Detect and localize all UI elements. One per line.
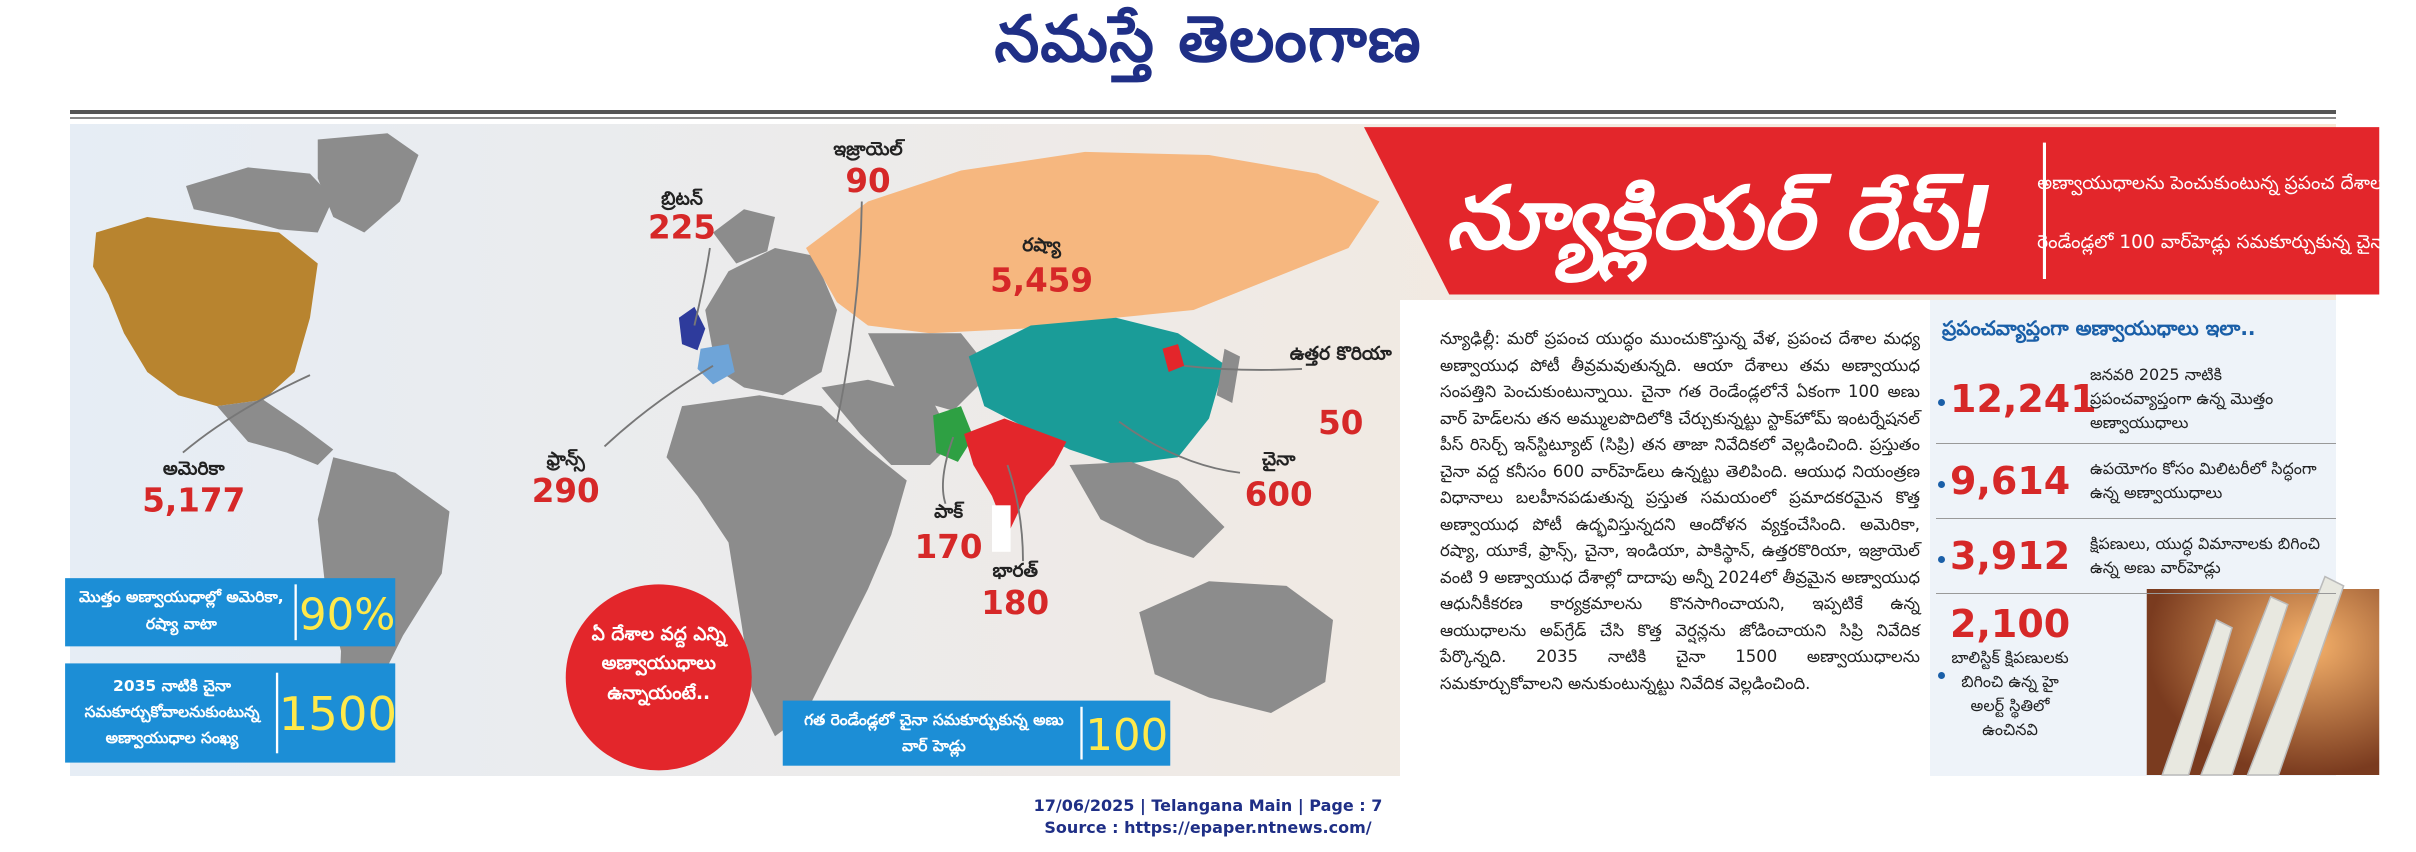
pakistan: [933, 406, 974, 462]
country-name: పాక్: [934, 502, 964, 523]
britain: [678, 306, 706, 351]
country-name: చైనా: [1262, 449, 1296, 472]
north-korea: [1162, 344, 1185, 372]
box-figure: 100: [1085, 711, 1168, 761]
missile: [2199, 595, 2289, 776]
stat-item: 3,912 క్షిపణులు, యుద్ధ విమానాలకు బిగించి …: [1936, 519, 2336, 594]
box-text: 2035 నాటికి చైనా సమకూర్చుకోవాలనుకుంటున్న…: [84, 676, 260, 748]
article-body: న్యూఢిల్లీ: మరో ప్రపంచ యుద్ధం ముంచుకొస్త…: [1440, 329, 1920, 693]
box-text-frame: మొత్తం అణ్వాయుధాల్లో అమెరికా, రష్యా వాటా: [78, 588, 284, 633]
country-name: బ్రిటన్: [660, 189, 702, 211]
country-name: ఇజ్రాయెల్: [833, 139, 905, 161]
arrows: [182, 201, 1303, 562]
warhead-count: 225: [648, 209, 716, 247]
france: [697, 344, 735, 385]
info-box: [65, 578, 396, 647]
arrow: [1006, 464, 1024, 562]
usa: [93, 217, 318, 407]
central-asia: [868, 333, 992, 411]
stat-text: ఉపయోగం కోసం మిలిటరీలో సిద్ధంగా ఉన్న అణ్వ…: [2090, 459, 2317, 502]
china: [968, 317, 1225, 465]
arrow: [941, 436, 955, 505]
stat-text: క్షిపణులు, యుద్ధ విమానాలకు బిగించి ఉన్న …: [2090, 534, 2320, 577]
warhead-count: 600: [1245, 475, 1313, 513]
africa: [666, 395, 907, 737]
box-text: మొత్తం అణ్వాయుధాల్లో అమెరికా, రష్యా వాటా: [78, 588, 284, 633]
stat-text: జనవరి 2025 నాటికి ప్రపంచవ్యాప్తంగా ఉన్న …: [2090, 365, 2274, 432]
india: [964, 418, 1067, 535]
sidebar: ప్రపంచవ్యాప్తంగా అణ్వాయుధాలు ఇలా.. 12,24…: [1936, 312, 2336, 750]
divider: [294, 584, 297, 641]
scandinavia: [713, 209, 775, 264]
info-box: [65, 663, 396, 763]
stat-figure: 12,241: [1950, 377, 2097, 421]
arrow: [1184, 364, 1303, 371]
box-text: గత రెండేండ్లలో చైనా సమకూర్చుకున్న అణు వా…: [804, 710, 1064, 756]
stat-item: 12,241 జనవరి 2025 నాటికి ప్రపంచవ్యాప్తంగా…: [1936, 355, 2336, 444]
sidebar-list: 12,241 జనవరి 2025 నాటికి ప్రపంచవ్యాప్తంగా…: [1936, 355, 2336, 750]
arrow: [1118, 420, 1241, 474]
central-america: [217, 399, 334, 465]
world-map: [65, 127, 2380, 776]
footer-date: 17/06/2025 | Telangana Main | Page : 7: [1033, 796, 1383, 815]
box-figure: 1500: [279, 687, 397, 741]
stat-figure: 9,614: [1950, 459, 2071, 503]
callout-circle: [565, 584, 752, 771]
stat-figure: 3,912: [1950, 534, 2071, 578]
missiles: [2161, 575, 2345, 776]
stat-item: 9,614 ఉపయోగం కోసం మిలిటరీలో సిద్ధంగా ఉన్న…: [1936, 444, 2336, 519]
japan: [1216, 348, 1240, 403]
country-name: ఫ్రాన్స్: [546, 449, 585, 472]
southeast-asia: [1069, 461, 1225, 558]
box-text-frame: 2035 నాటికి చైనా సమకూర్చుకోవాలనుకుంటున్న…: [84, 676, 260, 748]
circle-text-frame: ఏ దేశాల వద్ద ఎన్ని అణ్వాయుధాలు ఉన్నాయంటే…: [591, 624, 726, 704]
arrow: [182, 374, 311, 454]
warhead-count: 5,177: [142, 482, 245, 520]
warhead-count: 50: [1318, 404, 1363, 442]
warhead-count: 290: [532, 472, 600, 510]
rule: [70, 110, 2336, 114]
arrow: [693, 247, 711, 326]
stat-text: బాలిస్టిక్ క్షిపణులకు బిగించి ఉన్న హై అల…: [1951, 648, 2069, 739]
arrow: [603, 365, 714, 448]
warhead-count: 5,459: [990, 261, 1093, 299]
warhead-count: 170: [915, 528, 983, 566]
country-name: ఉత్తర కొరియా: [1290, 344, 1392, 367]
russia: [806, 151, 1380, 334]
divider: [275, 672, 279, 754]
europe: [705, 248, 837, 396]
headline-subhead: అణ్వాయుధాలను పెంచుకుంటున్న ప్రపంచ దేశాలు: [2037, 173, 2389, 196]
box-figure: 90%: [299, 590, 395, 640]
footer-source: Source : https://epaper.ntnews.com/: [1044, 818, 1372, 837]
masthead: నమస్తే తెలంగాణ: [994, 2, 1422, 77]
headline-title: న్యూక్లియర్ రేస్!: [1446, 168, 1995, 283]
divider: [2042, 142, 2046, 279]
warhead-count: 180: [981, 584, 1049, 622]
country-name: రష్యా: [1022, 235, 1061, 259]
country-name: భారత్: [993, 561, 1039, 582]
canada-islands: [186, 167, 334, 233]
circle-text: ఏ దేశాల వద్ద ఎన్ని అణ్వాయుధాలు ఉన్నాయంటే…: [591, 624, 726, 704]
label-patch: [992, 505, 1011, 552]
box-text-frame: గత రెండేండ్లలో చైనా సమకూర్చుకున్న అణు వా…: [804, 710, 1064, 756]
australia: [1139, 581, 1333, 713]
stat-item: 2,100 బాలిస్టిక్ క్షిపణులకు బిగించి ఉన్న …: [1936, 594, 2336, 750]
stat-figure: 2,100: [1950, 602, 2071, 646]
rule: [70, 117, 2336, 119]
warhead-count: 90: [845, 162, 890, 200]
missile: [2246, 575, 2345, 776]
headline-banner: [1364, 127, 2380, 295]
divider: [1080, 706, 1083, 760]
missile: [2161, 618, 2233, 776]
sidebar-title: ప్రపంచవ్యాప్తంగా అణ్వాయుధాలు ఇలా..: [1942, 316, 2256, 340]
stat-column: 2,100 బాలిస్టిక్ క్షిపణులకు బిగించి ఉన్న …: [1950, 602, 2090, 742]
headline-subhead: రెండేండ్లలో 100 వార్‌హెడ్లు సమకూర్చుకున్…: [2037, 232, 2390, 255]
greenland: [317, 133, 419, 233]
info-box: [782, 700, 1171, 766]
country-name: అమెరికా: [163, 458, 226, 479]
arrow: [836, 201, 863, 422]
